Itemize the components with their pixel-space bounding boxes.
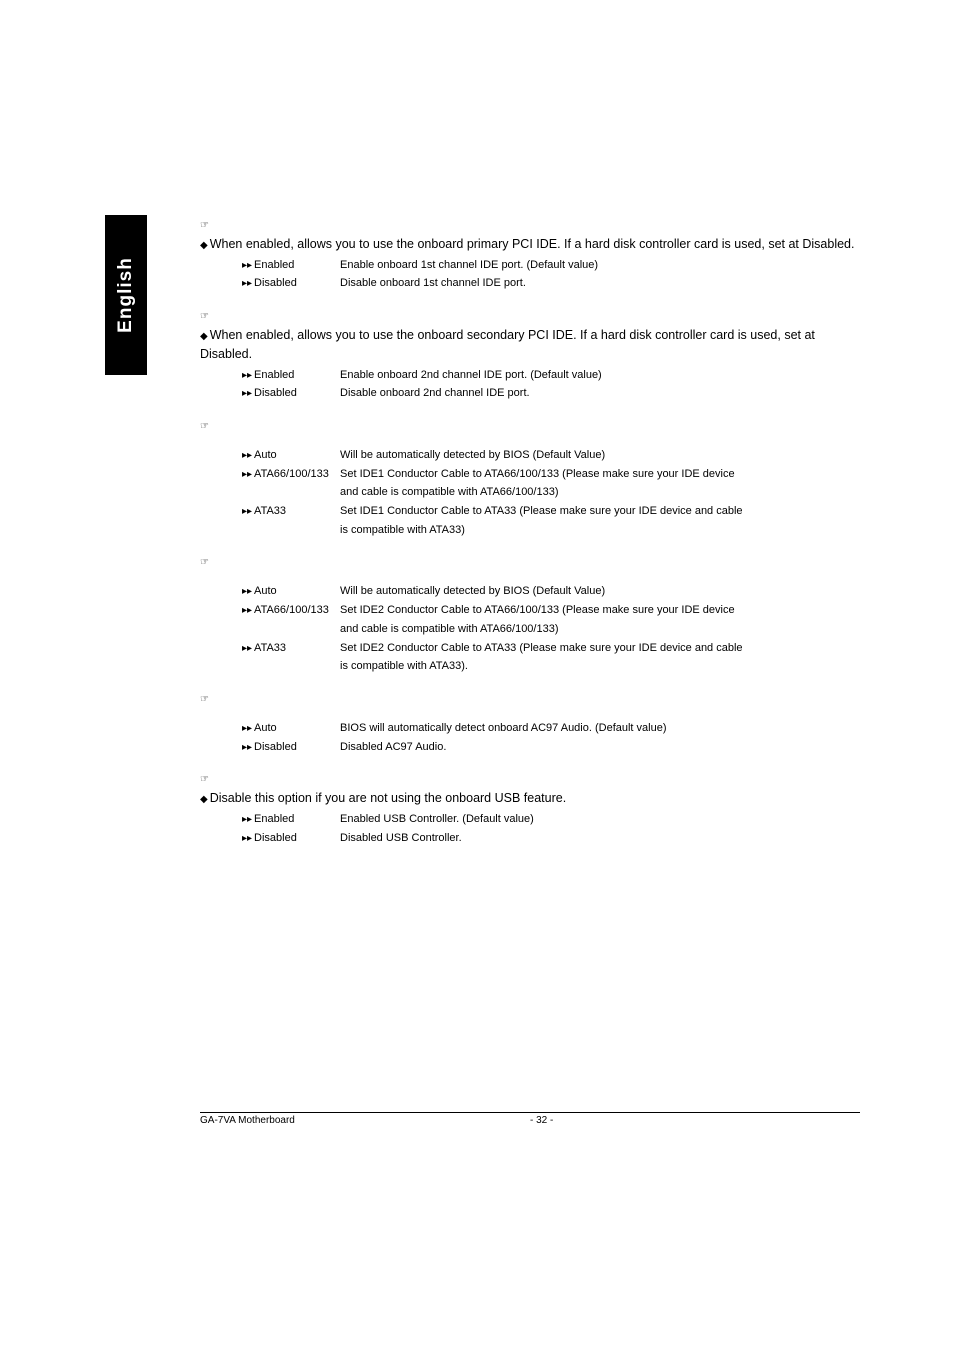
option-desc-cont: and cable is compatible with ATA66/100/1… [340, 620, 860, 639]
option-key: ▸▸Enabled [242, 366, 340, 385]
option-key: ▸▸ATA66/100/133 [242, 601, 340, 620]
arrow-icon: ▸▸ [242, 450, 252, 461]
option-row: ▸▸Enabled Enabled USB Controller. (Defau… [242, 810, 860, 829]
option-key: ▸▸Auto [242, 582, 340, 601]
option-key: ▸▸Enabled [242, 810, 340, 829]
option-key: ▸▸Disabled [242, 384, 340, 403]
arrow-icon: ▸▸ [242, 643, 252, 654]
option-row: ▸▸ATA66/100/133 Set IDE2 Conductor Cable… [242, 601, 860, 620]
arrow-icon: ▸▸ [242, 260, 252, 271]
arrow-icon: ▸▸ [242, 370, 252, 381]
arrow-icon: ▸▸ [242, 586, 252, 597]
option-desc: BIOS will automatically detect onboard A… [340, 719, 860, 738]
option-desc-cont: and cable is compatible with ATA66/100/1… [340, 483, 860, 502]
arrow-icon: ▸▸ [242, 814, 252, 825]
bullet-diamond-icon: ◆ [200, 331, 208, 342]
bullet-description: ◆Disable this option if you are not usin… [200, 789, 860, 808]
footer-product: GA-7VA Motherboard [200, 1115, 530, 1126]
page-footer: GA-7VA Motherboard - 32 - [200, 1112, 860, 1126]
option-key: ▸▸ATA33 [242, 502, 340, 521]
language-tab: English [105, 215, 147, 375]
option-desc: Enabled USB Controller. (Default value) [340, 810, 860, 829]
footer-page-number: - 32 - [530, 1115, 553, 1126]
arrow-icon: ▸▸ [242, 723, 252, 734]
option-row: ▸▸Disabled Disabled AC97 Audio. [242, 738, 860, 757]
bullet-diamond-icon: ◆ [200, 794, 208, 805]
option-desc: Enable onboard 1st channel IDE port. (De… [340, 256, 860, 275]
option-key: ▸▸Auto [242, 719, 340, 738]
option-desc: Disabled AC97 Audio. [340, 738, 860, 757]
option-row: ▸▸Auto BIOS will automatically detect on… [242, 719, 860, 738]
option-desc: Set IDE2 Conductor Cable to ATA66/100/13… [340, 601, 860, 620]
section-pointer: ☞ [200, 220, 860, 231]
option-desc: Disable onboard 1st channel IDE port. [340, 274, 860, 293]
option-desc: Disabled USB Controller. [340, 829, 860, 848]
arrow-icon: ▸▸ [242, 833, 252, 844]
option-desc-cont: is compatible with ATA33). [340, 657, 860, 676]
option-key: ▸▸ATA33 [242, 639, 340, 658]
option-row: ▸▸ATA66/100/133 Set IDE1 Conductor Cable… [242, 465, 860, 484]
bullet-diamond-icon: ◆ [200, 240, 208, 251]
option-row: ▸▸Enabled Enable onboard 1st channel IDE… [242, 256, 860, 275]
bullet-text-content: Disable this option if you are not using… [210, 791, 566, 805]
bullet-description: ◆When enabled, allows you to use the onb… [200, 326, 860, 364]
option-key: ▸▸ATA66/100/133 [242, 465, 340, 484]
arrow-icon: ▸▸ [242, 388, 252, 399]
arrow-icon: ▸▸ [242, 278, 252, 289]
language-label: English [115, 257, 137, 333]
arrow-icon: ▸▸ [242, 605, 252, 616]
option-desc: Set IDE1 Conductor Cable to ATA33 (Pleas… [340, 502, 860, 521]
option-desc: Will be automatically detected by BIOS (… [340, 446, 860, 465]
section-pointer: ☞ [200, 557, 860, 568]
option-row: ▸▸Auto Will be automatically detected by… [242, 582, 860, 601]
bullet-text-content: When enabled, allows you to use the onbo… [200, 328, 815, 361]
bullet-text-content: When enabled, allows you to use the onbo… [210, 237, 855, 251]
option-desc: Enable onboard 2nd channel IDE port. (De… [340, 366, 860, 385]
option-row: ▸▸ATA33 Set IDE1 Conductor Cable to ATA3… [242, 502, 860, 521]
option-key: ▸▸Disabled [242, 274, 340, 293]
option-desc: Set IDE2 Conductor Cable to ATA33 (Pleas… [340, 639, 860, 658]
arrow-icon: ▸▸ [242, 742, 252, 753]
option-row: ▸▸Auto Will be automatically detected by… [242, 446, 860, 465]
section-pointer: ☞ [200, 774, 860, 785]
option-row: ▸▸Disabled Disabled USB Controller. [242, 829, 860, 848]
section-pointer: ☞ [200, 421, 860, 432]
option-desc: Will be automatically detected by BIOS (… [340, 582, 860, 601]
arrow-icon: ▸▸ [242, 506, 252, 517]
option-key: ▸▸Enabled [242, 256, 340, 275]
option-key: ▸▸Disabled [242, 738, 340, 757]
content-area: ☞ ◆When enabled, allows you to use the o… [200, 220, 860, 847]
bullet-description: ◆When enabled, allows you to use the onb… [200, 235, 860, 254]
option-desc: Set IDE1 Conductor Cable to ATA66/100/13… [340, 465, 860, 484]
section-pointer: ☞ [200, 311, 860, 322]
option-desc-cont: is compatible with ATA33) [340, 521, 860, 540]
option-row: ▸▸ATA33 Set IDE2 Conductor Cable to ATA3… [242, 639, 860, 658]
option-row: ▸▸Disabled Disable onboard 2nd channel I… [242, 384, 860, 403]
arrow-icon: ▸▸ [242, 469, 252, 480]
option-key: ▸▸Disabled [242, 829, 340, 848]
option-desc: Disable onboard 2nd channel IDE port. [340, 384, 860, 403]
option-row: ▸▸Enabled Enable onboard 2nd channel IDE… [242, 366, 860, 385]
option-key: ▸▸Auto [242, 446, 340, 465]
section-pointer: ☞ [200, 694, 860, 705]
option-row: ▸▸Disabled Disable onboard 1st channel I… [242, 274, 860, 293]
